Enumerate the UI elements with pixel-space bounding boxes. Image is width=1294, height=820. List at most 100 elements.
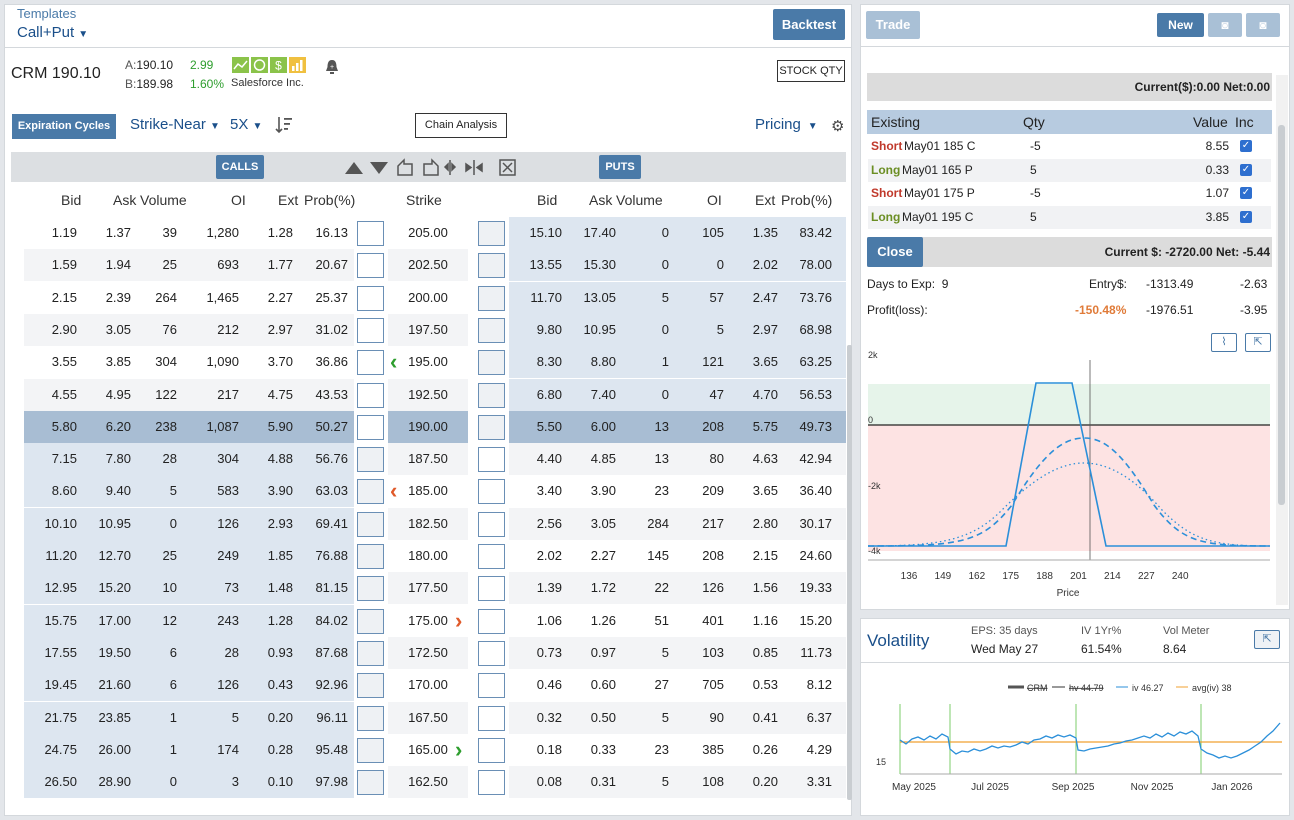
put-pv-cell[interactable]: 5	[661, 289, 669, 305]
sort-icon[interactable]	[275, 115, 293, 135]
call-ca-cell[interactable]: 23.85	[98, 709, 131, 725]
call-ce-cell[interactable]: 2.93	[267, 515, 293, 531]
call-ce-cell[interactable]: 1.48	[267, 580, 293, 596]
call-cb-cell[interactable]: 17.55	[44, 644, 77, 660]
put-pa-cell[interactable]: 0.97	[590, 644, 616, 660]
put-pb-cell[interactable]: 2.56	[536, 515, 562, 531]
trade-tab[interactable]: Trade	[866, 11, 920, 39]
put-pv-cell[interactable]: 0	[661, 386, 669, 402]
call-coi-cell[interactable]: 243	[217, 612, 239, 628]
put-select-checkbox[interactable]	[478, 576, 505, 602]
put-select-checkbox[interactable]	[478, 253, 505, 279]
put-select-checkbox[interactable]	[478, 414, 505, 440]
put-select-checkbox[interactable]	[478, 770, 505, 796]
put-pa-cell[interactable]: 8.80	[590, 354, 616, 370]
call-cp-cell[interactable]: 16.13	[315, 225, 348, 240]
camera-icon[interactable]: ◙	[1208, 13, 1242, 37]
call-ca-cell[interactable]: 9.40	[105, 483, 131, 499]
chain-scrollbar[interactable]	[847, 345, 852, 800]
call-ca-cell[interactable]: 15.20	[98, 580, 131, 596]
call-ce-cell[interactable]: 3.90	[267, 483, 293, 499]
expand-icon[interactable]: ⇱	[1245, 333, 1271, 352]
call-select-checkbox[interactable]	[357, 673, 384, 699]
call-cp-cell[interactable]: 63.03	[315, 483, 348, 499]
call-cv-cell[interactable]: 122	[155, 386, 177, 402]
call-ca-cell[interactable]: 4.95	[105, 386, 131, 402]
gear-icon[interactable]: ⚙	[831, 118, 845, 135]
put-pe-cell[interactable]: 0.85	[752, 644, 778, 660]
call-coi-cell[interactable]: 126	[217, 515, 239, 531]
call-coi-cell[interactable]: 1,280	[206, 225, 239, 240]
bell-icon[interactable]: +	[324, 58, 340, 76]
call-cv-cell[interactable]: 264	[155, 289, 177, 305]
expand-icon[interactable]: ⇱	[1254, 630, 1280, 649]
put-select-checkbox[interactable]	[478, 350, 505, 376]
put-pp-cell[interactable]: 73.76	[799, 289, 832, 305]
put-poi-cell[interactable]: 105	[702, 225, 724, 240]
put-select-checkbox[interactable]	[478, 221, 505, 246]
call-cb-cell[interactable]: 3.55	[51, 354, 77, 370]
call-ce-cell[interactable]: 2.27	[267, 289, 293, 305]
call-cb-cell[interactable]: 2.90	[51, 321, 77, 337]
put-poi-cell[interactable]: 103	[702, 644, 724, 660]
call-cp-cell[interactable]: 84.02	[315, 612, 348, 628]
call-select-checkbox[interactable]	[357, 511, 384, 537]
call-select-checkbox[interactable]	[357, 285, 384, 311]
call-cv-cell[interactable]: 28	[162, 451, 177, 467]
put-pe-cell[interactable]: 0.41	[752, 709, 778, 725]
put-pv-cell[interactable]: 0	[661, 225, 669, 240]
call-cv-cell[interactable]: 25	[162, 548, 177, 563]
put-pb-cell[interactable]: 13.55	[529, 257, 562, 273]
put-pa-cell[interactable]: 6.00	[590, 418, 616, 434]
put-pe-cell[interactable]: 2.80	[752, 515, 778, 531]
call-cb-cell[interactable]: 8.60	[51, 483, 77, 499]
put-poi-cell[interactable]: 209	[702, 483, 724, 499]
multiplier-dropdown[interactable]: 5X ▼	[230, 116, 263, 133]
call-cv-cell[interactable]: 6	[169, 677, 177, 693]
put-pb-cell[interactable]: 0.08	[536, 774, 562, 790]
put-pb-cell[interactable]: 15.10	[529, 225, 562, 240]
call-ce-cell[interactable]: 4.88	[267, 451, 293, 467]
call-ca-cell[interactable]: 26.00	[98, 741, 131, 757]
call-select-checkbox[interactable]	[357, 253, 384, 279]
call-ca-cell[interactable]: 10.95	[98, 515, 131, 531]
call-select-checkbox[interactable]	[357, 576, 384, 602]
backtest-button[interactable]: Backtest	[773, 9, 845, 40]
call-select-checkbox[interactable]	[357, 414, 384, 440]
put-pe-cell[interactable]: 4.70	[752, 386, 778, 402]
put-pp-cell[interactable]: 19.33	[799, 580, 832, 596]
call-coi-cell[interactable]: 249	[217, 548, 239, 563]
stock-qty-button[interactable]: STOCK QTY	[777, 60, 845, 82]
close-button[interactable]: Close	[867, 237, 923, 267]
call-cv-cell[interactable]: 1	[169, 741, 177, 757]
put-pp-cell[interactable]: 42.94	[799, 451, 832, 467]
pricing-dropdown[interactable]: Pricing ▼	[755, 116, 818, 133]
include-checkbox[interactable]: ✓	[1240, 187, 1252, 199]
call-cp-cell[interactable]: 95.48	[315, 741, 348, 757]
put-select-checkbox[interactable]	[478, 447, 505, 473]
put-pb-cell[interactable]: 11.70	[530, 289, 562, 305]
put-select-checkbox[interactable]	[478, 285, 505, 311]
call-cp-cell[interactable]: 87.68	[315, 644, 348, 660]
put-pe-cell[interactable]: 2.47	[752, 289, 778, 305]
call-ce-cell[interactable]: 0.28	[267, 741, 293, 757]
call-cp-cell[interactable]: 50.27	[315, 418, 348, 434]
call-select-checkbox[interactable]	[357, 479, 384, 505]
call-coi-cell[interactable]: 126	[217, 677, 239, 693]
put-pe-cell[interactable]: 4.63	[752, 451, 778, 467]
put-pa-cell[interactable]: 0.60	[590, 677, 616, 693]
put-pp-cell[interactable]: 15.20	[799, 612, 832, 628]
put-pb-cell[interactable]: 4.40	[536, 451, 562, 467]
call-cb-cell[interactable]: 1.19	[51, 225, 77, 240]
put-pv-cell[interactable]: 1	[661, 354, 669, 370]
call-ce-cell[interactable]: 2.97	[267, 321, 293, 337]
call-cv-cell[interactable]: 6	[169, 644, 177, 660]
put-poi-cell[interactable]: 217	[702, 515, 724, 531]
include-checkbox[interactable]: ✓	[1240, 210, 1252, 223]
call-ce-cell[interactable]: 0.93	[267, 644, 293, 660]
put-pa-cell[interactable]: 2.27	[590, 548, 616, 563]
put-select-checkbox[interactable]	[478, 737, 505, 763]
call-cp-cell[interactable]: 96.11	[316, 709, 348, 725]
put-pb-cell[interactable]: 1.39	[536, 580, 562, 596]
call-coi-cell[interactable]: 693	[217, 257, 239, 273]
